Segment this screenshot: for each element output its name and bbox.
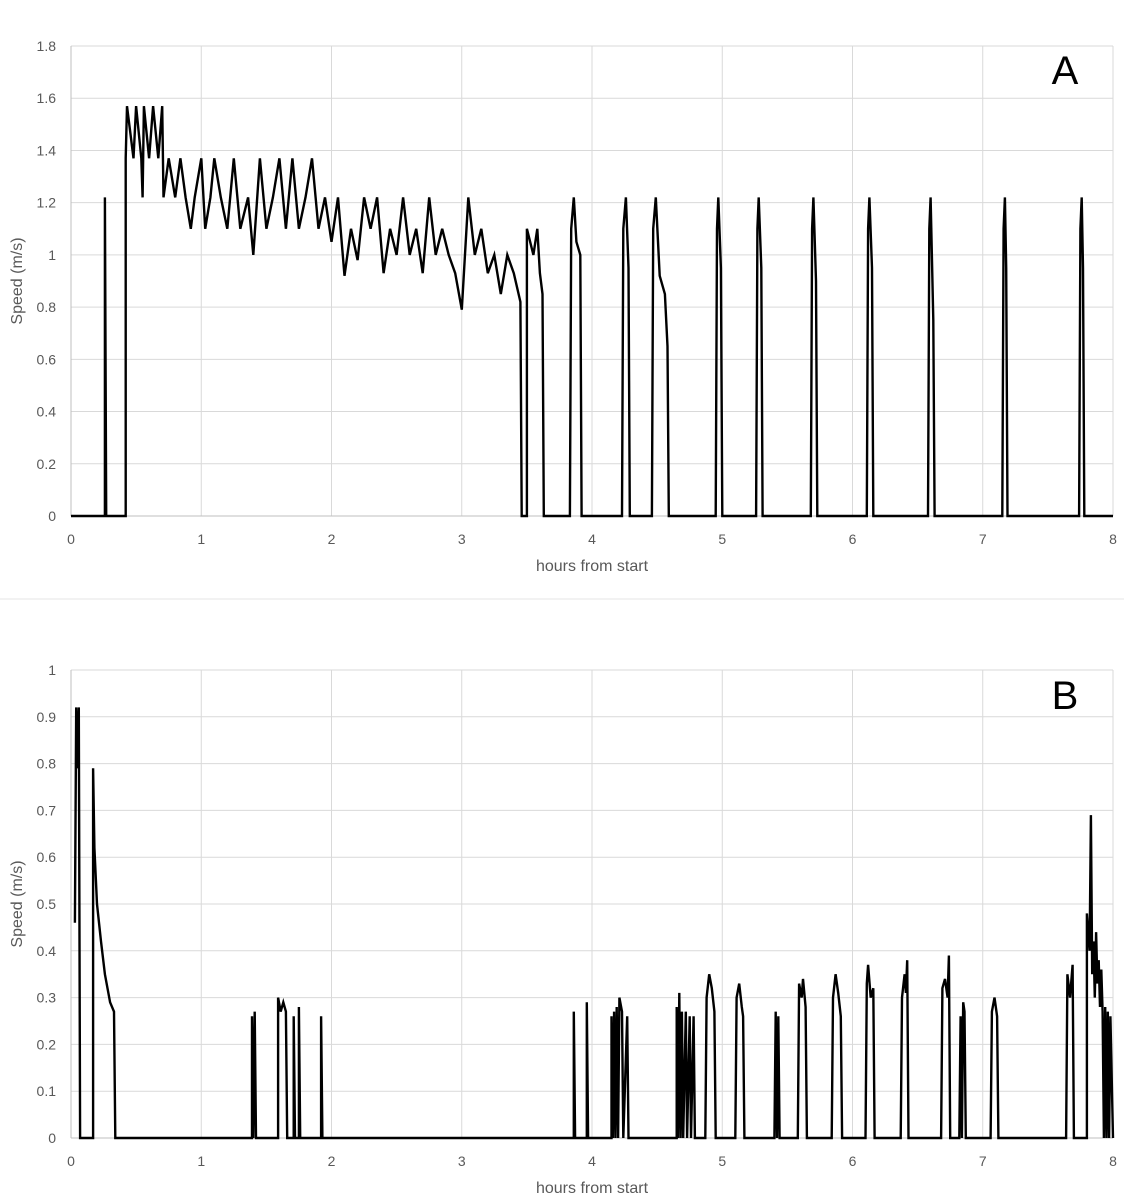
chart-b-y-tick-label: 0.6 — [37, 849, 57, 865]
chart-a-x-tick-label: 8 — [1109, 531, 1117, 547]
chart-a-y-tick-label: 1.8 — [37, 38, 57, 54]
chart-b-panel-label: B — [1052, 674, 1079, 718]
chart-a-x-tick-label: 0 — [67, 531, 75, 547]
chart-b-y-tick-label: 0.9 — [37, 709, 57, 725]
chart-a-x-tick-label: 7 — [979, 531, 987, 547]
chart-a-x-tick-label: 1 — [197, 531, 205, 547]
chart-b-y-tick-label: 0.2 — [37, 1036, 57, 1052]
chart-b-x-tick-label: 7 — [979, 1153, 987, 1169]
chart-b-x-tick-label: 3 — [458, 1153, 466, 1169]
chart-a-x-tick-label: 3 — [458, 531, 466, 547]
chart-b-y-axis-title: Speed (m/s) — [9, 860, 26, 947]
chart-b-x-tick-label: 6 — [849, 1153, 857, 1169]
chart-a-x-axis-title: hours from start — [536, 558, 649, 575]
chart-b-y-tick-label: 0.7 — [37, 802, 57, 818]
chart-b-y-tick-label: 0.1 — [37, 1083, 57, 1099]
chart-b-y-tick-label: 0.5 — [37, 896, 57, 912]
chart-a-x-tick-label: 4 — [588, 531, 596, 547]
chart-b-x-tick-label: 8 — [1109, 1153, 1117, 1169]
chart-b-x-axis-title: hours from start — [536, 1180, 649, 1197]
chart-b-y-tick-label: 0.4 — [37, 943, 57, 959]
chart-a-y-axis-title: Speed (m/s) — [9, 237, 26, 324]
chart-a-y-tick-label: 1 — [48, 247, 56, 263]
chart-b-series-line-speed — [73, 707, 1115, 1140]
chart-a-x-tick-label: 6 — [849, 531, 857, 547]
chart-a-x-tick-label: 2 — [328, 531, 336, 547]
chart-b-x-tick-label: 2 — [328, 1153, 336, 1169]
chart-a-y-tick-label: 0.2 — [37, 456, 57, 472]
chart-b-y-tick-label: 0.8 — [37, 756, 57, 772]
chart-b-x-tick-label: 1 — [197, 1153, 205, 1169]
chart-a-y-tick-label: 0 — [48, 508, 56, 524]
chart-a-y-tick-label: 0.4 — [37, 404, 57, 420]
chart-a-y-tick-label: 0.8 — [37, 299, 57, 315]
chart-b-x-tick-label: 0 — [67, 1153, 75, 1169]
chart-b-y-tick-label: 1 — [48, 662, 56, 678]
chart-a-y-tick-label: 1.4 — [37, 142, 57, 158]
chart-b-x-tick-label: 5 — [718, 1153, 726, 1169]
chart-b-x-tick-label: 4 — [588, 1153, 596, 1169]
chart-a-y-tick-label: 1.6 — [37, 90, 57, 106]
chart-a-y-tick-label: 0.6 — [37, 351, 57, 367]
chart-b-y-tick-label: 0.3 — [37, 990, 57, 1006]
chart-a-x-tick-label: 5 — [718, 531, 726, 547]
chart-a-y-tick-label: 1.2 — [37, 195, 57, 211]
chart-a-panel-label: A — [1052, 49, 1079, 93]
chart-a-series-line-speed — [71, 105, 1113, 518]
chart-b-y-tick-label: 0 — [48, 1130, 56, 1146]
